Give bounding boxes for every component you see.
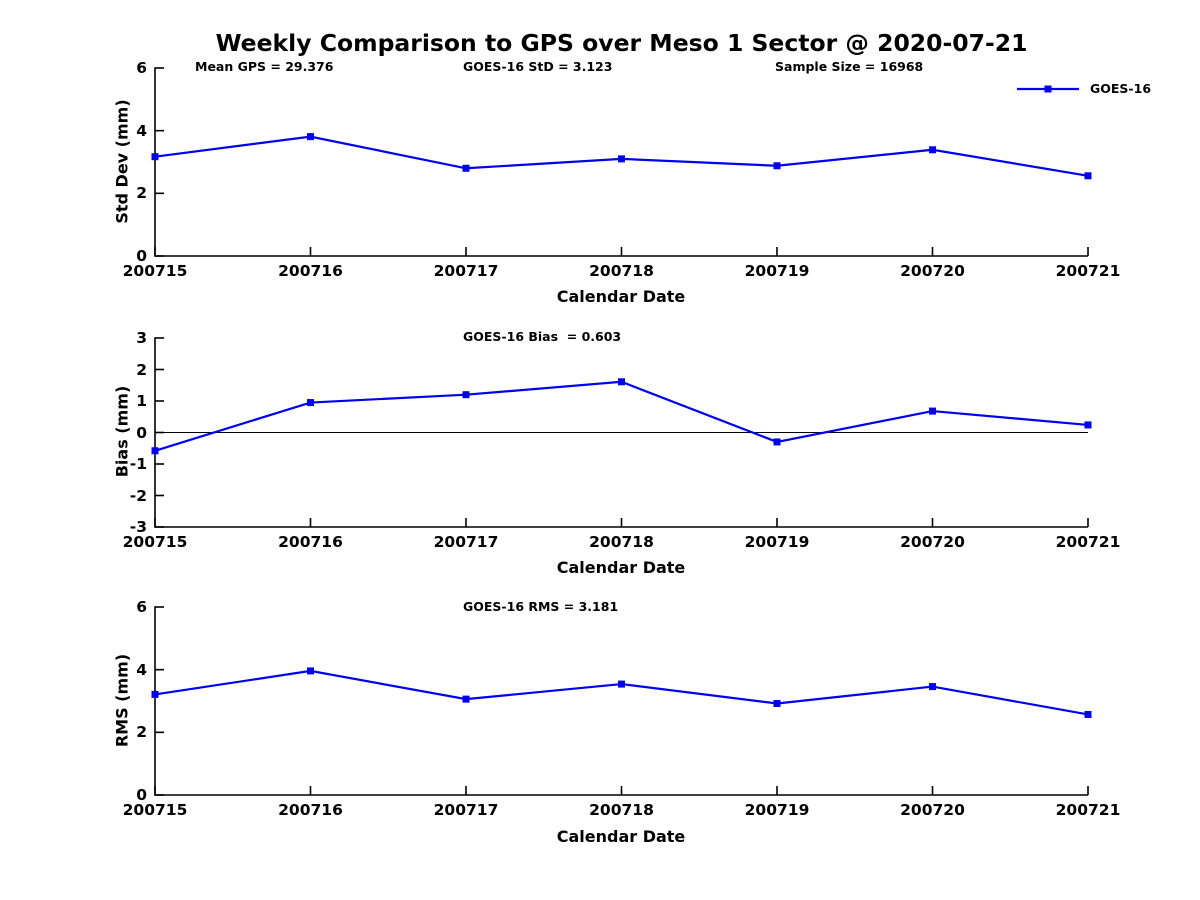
rms-y-tick-label: 0 xyxy=(136,786,147,804)
y-axis-label-std-dev: Std Dev (mm) xyxy=(112,99,132,224)
annotation-sample-size: Sample Size = 16968 xyxy=(775,59,924,74)
x-axis-label-std-dev: Calendar Date xyxy=(556,287,686,306)
legend: GOES-16 xyxy=(1015,80,1151,97)
figure-title: Weekly Comparison to GPS over Meso 1 Sec… xyxy=(215,29,1028,57)
bias-y-tick-label: 1 xyxy=(136,392,147,410)
bias-y-tick-label: -3 xyxy=(129,518,147,536)
annotation-goes-rms: GOES-16 RMS = 3.181 xyxy=(463,599,619,614)
annotation-goes-std: GOES-16 StD = 3.123 xyxy=(463,59,613,74)
bias-data-point-marker xyxy=(307,399,314,407)
rms-x-tick-label: 200721 xyxy=(1055,801,1121,819)
std-dev-data-point-marker xyxy=(151,153,159,161)
rms-x-tick-label: 200717 xyxy=(433,801,499,819)
std-dev-data-point-marker xyxy=(929,146,936,154)
bias-y-tick-label: 2 xyxy=(136,360,147,379)
bias-data-point-marker xyxy=(618,378,625,386)
bias-y-tick-label: 3 xyxy=(136,329,147,347)
bias-x-tick-label: 200720 xyxy=(900,533,965,551)
legend-label: GOES-16 xyxy=(1090,81,1152,96)
std-dev-y-tick-label: 4 xyxy=(136,121,147,140)
std-dev-data-point-marker xyxy=(307,133,314,141)
x-axis-label-bias: Calendar Date xyxy=(556,558,686,577)
bias-data-point-marker xyxy=(151,447,159,455)
std-dev-data-point-marker xyxy=(462,164,470,172)
std-dev-data-point-marker xyxy=(773,162,781,170)
rms-data-point-marker xyxy=(1084,710,1092,718)
bias-series-line xyxy=(154,380,1089,452)
rms-x-tick-label: 200720 xyxy=(900,801,965,819)
std-dev-x-tick-label: 200716 xyxy=(278,262,343,280)
bias-y-tick-label: -2 xyxy=(129,486,147,505)
std-dev-x-tick-label: 200719 xyxy=(744,262,810,280)
legend-line-sample xyxy=(1017,85,1079,92)
bias-x-tick-label: 200719 xyxy=(744,533,810,551)
rms-data-point-marker xyxy=(307,667,314,675)
rms-data-point-marker xyxy=(462,695,470,703)
rms-series-line xyxy=(154,669,1089,716)
bias-data-point-marker xyxy=(462,391,470,399)
rms-data-point-marker xyxy=(618,680,625,688)
bias-x-tick-label: 200715 xyxy=(122,533,188,551)
rms-x-tick-label: 200716 xyxy=(278,801,343,819)
x-axis-label-rms: Calendar Date xyxy=(556,827,686,846)
std-dev-x-tick-label: 200718 xyxy=(589,262,654,280)
std-dev-data-point-marker xyxy=(618,155,625,163)
rms-data-point-marker xyxy=(151,690,159,698)
std-dev-y-tick-label: 6 xyxy=(136,59,147,77)
y-axis-label-rms: RMS (mm) xyxy=(112,653,132,748)
bias-x-tick-label: 200718 xyxy=(589,533,654,551)
rms-x-tick-label: 200719 xyxy=(744,801,810,819)
annotation-mean-gps: Mean GPS = 29.376 xyxy=(195,59,334,74)
bias-x-tick-label: 200721 xyxy=(1055,533,1121,551)
bias-x-tick-label: 200717 xyxy=(433,533,499,551)
rms-y-tick-label: 2 xyxy=(136,723,147,742)
std-dev-x-tick-label: 200717 xyxy=(433,262,499,280)
rms-x-tick-label: 200718 xyxy=(589,801,654,819)
bias-y-tick-label: 0 xyxy=(136,423,147,442)
bias-data-point-marker xyxy=(1084,421,1092,429)
rms-y-tick-label: 4 xyxy=(136,660,147,679)
annotation-goes-bias: GOES-16 Bias = 0.603 xyxy=(463,329,622,344)
std-dev-x-tick-label: 200720 xyxy=(900,262,965,280)
bias-data-point-marker xyxy=(929,407,936,415)
rms-y-tick-label: 6 xyxy=(136,598,147,616)
legend-marker-icon xyxy=(1044,85,1052,92)
std-dev-x-tick-label: 200721 xyxy=(1055,262,1121,280)
bias-y-tick-label: -1 xyxy=(129,455,147,473)
rms-data-point-marker xyxy=(929,683,936,691)
bias-data-point-marker xyxy=(773,438,781,446)
std-dev-y-tick-label: 2 xyxy=(136,184,147,203)
std-dev-data-point-marker xyxy=(1084,172,1092,180)
bias-x-tick-label: 200716 xyxy=(278,533,343,551)
std-dev-x-tick-label: 200715 xyxy=(122,262,188,280)
std-dev-y-tick-label: 0 xyxy=(136,247,147,265)
rms-data-point-marker xyxy=(773,700,781,708)
rms-x-tick-label: 200715 xyxy=(122,801,188,819)
